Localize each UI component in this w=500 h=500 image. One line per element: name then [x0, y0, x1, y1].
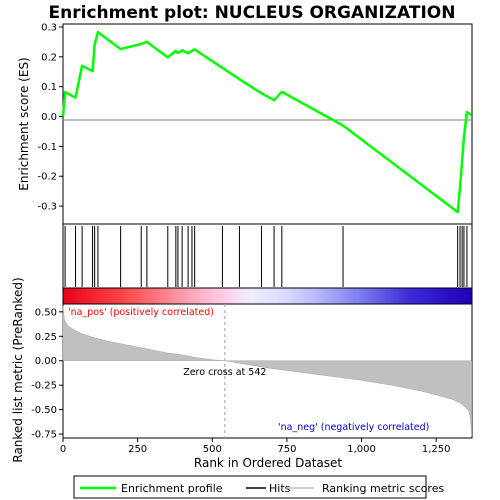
es-panel: -0.3 -0.2 -0.1 0.0 0.1 0.2 0.3 Enrichment scor…: [17, 22, 473, 225]
legend-box: [73, 475, 427, 499]
x-tick-label: 0: [60, 444, 66, 455]
metric-panel: -0.75 -0.50 -0.25 0.00 0.25 0.50 0 250 500 750 1,…: [11, 277, 473, 470]
pos-label: 'na_pos' (positively correlated): [68, 307, 214, 318]
metric-y-label: Ranked list metric (PreRanked): [11, 277, 25, 462]
x-axis-label: Rank in Ordered Dataset: [194, 456, 342, 470]
es-y-label: Enrichment score (ES): [17, 57, 31, 190]
x-tick-label: 500: [203, 444, 222, 455]
es-plot-frame: [62, 23, 473, 225]
es-y-tick-label: -0.1: [37, 142, 57, 153]
metric-y-tick-label: 0.25: [35, 332, 57, 343]
rank-color-bar: [62, 287, 473, 305]
neg-label: 'na_neg' (negatively correlated): [278, 422, 429, 433]
zero-cross-label: Zero cross at 542: [183, 367, 266, 378]
metric-y-tick-label: -0.75: [31, 430, 57, 441]
metric-x-axis: 0 250 500 750 1,000 1,250: [60, 438, 451, 455]
x-tick-label: 1,000: [347, 444, 376, 455]
es-y-tick-label: 0.1: [41, 82, 57, 93]
enrichment-profile-line: [61, 30, 473, 214]
metric-y-tick-label: 0.50: [35, 307, 57, 318]
legend-profile-label: Enrichment profile: [121, 482, 223, 495]
metric-y-tick-label: -0.25: [31, 381, 57, 392]
metric-y-tick-label: -0.50: [31, 405, 57, 416]
legend-hits-label: Hits: [269, 482, 291, 495]
metric-plot-frame: [62, 303, 473, 439]
es-y-tick-label: 0.2: [41, 52, 57, 63]
hits-frame: [62, 223, 473, 289]
hit-marks: [64, 226, 468, 287]
metric-y-tick-label: 0.00: [35, 356, 57, 367]
es-y-tick-label: 0.3: [41, 22, 57, 33]
hits-panel: [62, 223, 473, 289]
legend: Enrichment profile Hits Ranking metric s…: [73, 475, 444, 499]
es-y-tick-label: -0.2: [37, 172, 57, 183]
es-y-tick-label: -0.3: [37, 202, 57, 213]
chart-title: Enrichment plot: NUCLEUS ORGANIZATION: [49, 3, 456, 23]
x-tick-label: 250: [128, 444, 147, 455]
ranking-metric-area: [62, 305, 472, 437]
legend-metric-label: Ranking metric scores: [322, 482, 444, 495]
es-y-tick-label: 0.0: [41, 112, 57, 123]
x-tick-label: 750: [277, 444, 296, 455]
metric-y-axis: -0.75 -0.50 -0.25 0.00 0.25 0.50: [31, 307, 63, 441]
x-tick-label: 1,250: [422, 444, 451, 455]
es-y-axis: -0.3 -0.2 -0.1 0.0 0.1 0.2 0.3: [37, 22, 63, 213]
